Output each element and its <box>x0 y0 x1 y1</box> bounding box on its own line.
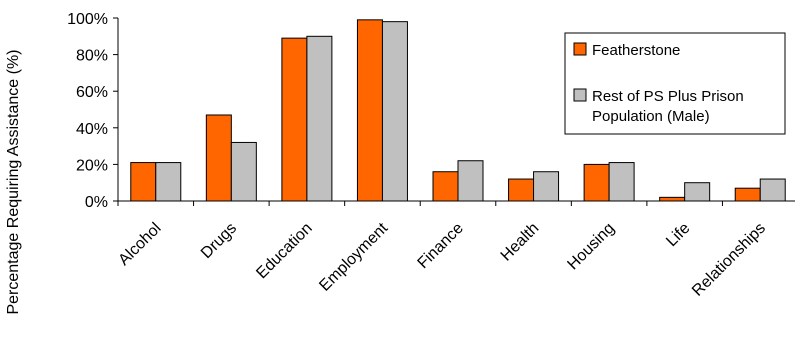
y-tick-label: 20% <box>76 157 108 174</box>
y-tick-label: 0% <box>85 194 108 211</box>
legend-label: Rest of PS Plus Prison <box>592 88 744 105</box>
legend-box <box>564 32 786 135</box>
x-tick-label: Alcohol <box>115 220 164 269</box>
bar-featherstone-housing <box>583 163 610 202</box>
legend-swatch <box>573 42 587 56</box>
legend-swatch <box>573 88 587 102</box>
y-axis-label: Percentage Requiring Assistance (%) <box>5 49 22 314</box>
y-tick-label: 60% <box>76 84 108 101</box>
bar-featherstone-finance <box>432 171 459 202</box>
bar-featherstone-relationships <box>734 187 761 202</box>
x-tick-label: Health <box>498 220 543 265</box>
x-axis: Alcohol Drugs Education Employment Finance He… <box>115 200 795 300</box>
x-tick-label: Drugs <box>198 220 240 262</box>
y-tick-label: 80% <box>76 48 108 65</box>
bar-rest-of-ps-plus-finance <box>457 160 484 202</box>
bar-featherstone-health <box>508 178 535 202</box>
x-tick-label: Finance <box>415 220 467 272</box>
legend-label: Featherstone <box>592 42 680 59</box>
bar-rest-of-ps-plus-relationships <box>759 178 786 202</box>
bar-rest-of-ps-plus-education <box>306 35 333 202</box>
bar-rest-of-ps-plus-employment <box>381 21 408 202</box>
x-tick-label: Life <box>663 220 693 250</box>
y-tick-label: 100% <box>67 11 108 28</box>
bar-featherstone-alcohol <box>130 162 157 202</box>
bar-rest-of-ps-plus-drugs <box>230 141 257 202</box>
bar-rest-of-ps-plus-housing <box>608 162 635 202</box>
bar-featherstone-drugs <box>205 114 232 202</box>
x-tick-label: Education <box>253 220 315 282</box>
bar-featherstone-life <box>659 196 686 202</box>
x-tick-label: Employment <box>316 219 391 294</box>
y-tick-label: 40% <box>76 121 108 138</box>
y-axis: 0% 20% 40% 60% 80% 100% <box>67 11 119 211</box>
bars <box>130 19 786 202</box>
bar-rest-of-ps-plus-health <box>533 171 560 202</box>
bar-featherstone-employment <box>356 19 383 202</box>
x-tick-label: Housing <box>564 220 618 274</box>
x-tick-label: Relationships <box>689 220 769 300</box>
bar-featherstone-education <box>281 37 308 202</box>
legend-label: Population (Male) <box>592 108 710 125</box>
bar-rest-of-ps-plus-alcohol <box>155 162 182 202</box>
legend: Featherstone Rest of PS Plus Prison Popula… <box>564 32 786 135</box>
bar-rest-of-ps-plus-life <box>684 182 711 202</box>
